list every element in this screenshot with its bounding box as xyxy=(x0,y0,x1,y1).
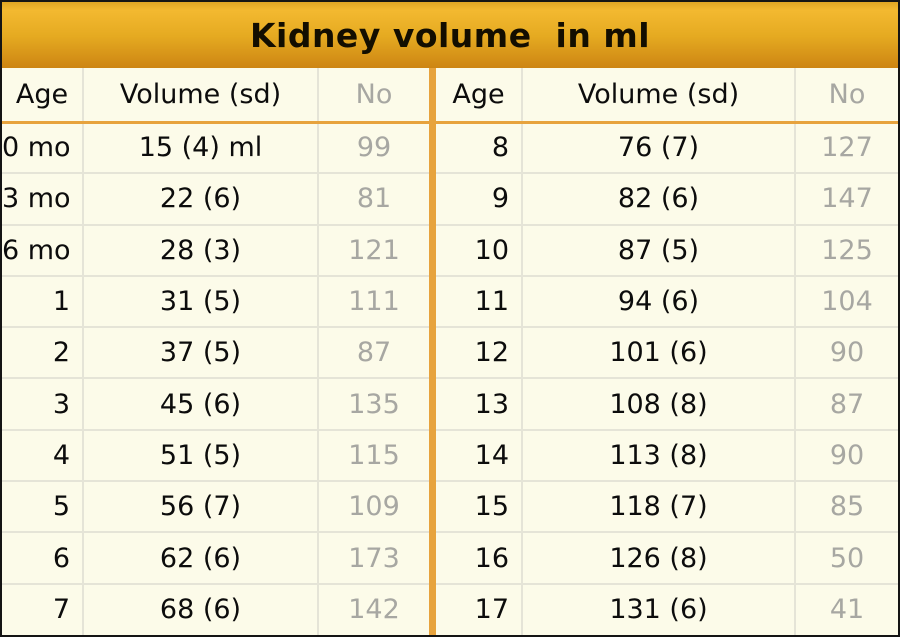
volume-cell: 56 (7) xyxy=(83,480,319,533)
age-cell: 8 xyxy=(436,122,523,174)
table-row: 14 113 (8) 90 xyxy=(436,428,898,482)
count-cell: 99 xyxy=(356,132,392,164)
count-cell: 90 xyxy=(795,326,898,379)
kidney-table-left: Age Volume (sd) No 0 mo 15 (4) ml 99 3 m… xyxy=(2,68,429,635)
volume-cell: 76 (7) xyxy=(522,122,796,174)
table-row: 15 118 (7) 85 xyxy=(436,480,898,533)
count-cell: 85 xyxy=(795,480,898,533)
table-row: 1 31 (5) 111 xyxy=(2,274,429,328)
table-row: 8 76 (7) 127 xyxy=(436,122,898,174)
count-cell: 121 xyxy=(318,223,429,276)
age-cell: 3 xyxy=(2,377,84,430)
age-cell: 5 xyxy=(2,480,84,533)
age-cell: 1 xyxy=(2,274,84,328)
volume-cell: 113 (8) xyxy=(522,428,796,482)
volume-cell: 62 (6) xyxy=(83,531,319,584)
header-row: Age Volume (sd) No xyxy=(2,68,429,124)
volume-cell: 131 (6) xyxy=(522,582,796,635)
count-cell: 127 xyxy=(821,132,873,164)
age-cell: 13 xyxy=(436,377,523,430)
count-cell: 81 xyxy=(318,172,429,225)
age-cell: 15 xyxy=(436,480,523,533)
count-cell: 87 xyxy=(318,326,429,379)
age-cell: 14 xyxy=(436,428,523,482)
header-row: Age Volume (sd) No xyxy=(436,68,898,124)
table-row: 3 45 (6) 135 xyxy=(2,377,429,430)
table-row: 2 37 (5) 87 xyxy=(2,326,429,379)
age-cell: 0 mo xyxy=(2,122,84,174)
volume-cell: 22 (6) xyxy=(83,172,319,225)
table-row: 5 56 (7) 109 xyxy=(2,480,429,533)
table-row: 13 108 (8) 87 xyxy=(436,377,898,430)
volume-cell: 94 (6) xyxy=(522,274,796,328)
table-row: 10 87 (5) 125 xyxy=(436,223,898,276)
center-divider xyxy=(429,68,436,635)
volume-cell: 31 (5) xyxy=(83,274,319,328)
age-cell: 10 xyxy=(436,223,523,276)
volume-cell: 118 (7) xyxy=(522,480,796,533)
age-cell: 16 xyxy=(436,531,523,584)
count-cell: 125 xyxy=(795,223,898,276)
age-cell: 17 xyxy=(436,582,523,635)
column-header-volume: Volume (sd) xyxy=(83,68,319,124)
table-row: 12 101 (6) 90 xyxy=(436,326,898,379)
count-cell: 90 xyxy=(795,428,898,482)
age-cell: 2 xyxy=(2,326,84,379)
volume-cell: 15 (4) ml xyxy=(83,122,319,174)
volume-cell: 51 (5) xyxy=(83,428,319,482)
volume-cell: 45 (6) xyxy=(83,377,319,430)
table-row: 7 68 (6) 142 xyxy=(2,582,429,635)
table-row: 4 51 (5) 115 xyxy=(2,428,429,482)
kidney-table-right: Age Volume (sd) No 8 76 (7) 127 9 82 (6)… xyxy=(436,68,898,635)
age-cell: 7 xyxy=(2,582,84,635)
age-cell: 6 mo xyxy=(2,223,84,276)
volume-cell: 37 (5) xyxy=(83,326,319,379)
count-cell: 87 xyxy=(795,377,898,430)
title-bar: Kidney volume in ml xyxy=(2,2,898,68)
table-body-area: Age Volume (sd) No 0 mo 15 (4) ml 99 3 m… xyxy=(2,68,898,635)
volume-cell: 82 (6) xyxy=(522,172,796,225)
table-row: 16 126 (8) 50 xyxy=(436,531,898,584)
volume-cell: 87 (5) xyxy=(522,223,796,276)
column-header-volume: Volume (sd) xyxy=(522,68,796,124)
volume-cell: 68 (6) xyxy=(83,582,319,635)
column-header-no: No xyxy=(795,68,898,124)
count-cell: 142 xyxy=(318,582,429,635)
count-cell: 173 xyxy=(318,531,429,584)
count-cell: 41 xyxy=(795,582,898,635)
count-cell: 147 xyxy=(795,172,898,225)
age-cell: 12 xyxy=(436,326,523,379)
age-cell: 11 xyxy=(436,274,523,328)
table-row: 6 mo 28 (3) 121 xyxy=(2,223,429,276)
column-header-age: Age xyxy=(2,68,84,124)
table-row: 6 62 (6) 173 xyxy=(2,531,429,584)
column-header-age: Age xyxy=(436,68,523,124)
age-cell: 6 xyxy=(2,531,84,584)
table-row: 3 mo 22 (6) 81 xyxy=(2,172,429,225)
column-header-no: No xyxy=(318,68,429,124)
count-cell: 109 xyxy=(318,480,429,533)
page-title: Kidney volume in ml xyxy=(249,15,651,55)
age-cell: 3 mo xyxy=(2,172,84,225)
volume-cell: 101 (6) xyxy=(522,326,796,379)
table-row: 11 94 (6) 104 xyxy=(436,274,898,328)
volume-cell: 126 (8) xyxy=(522,531,796,584)
volume-cell: 108 (8) xyxy=(522,377,796,430)
count-cell: 104 xyxy=(795,274,898,328)
volume-cell: 28 (3) xyxy=(83,223,319,276)
age-cell: 4 xyxy=(2,428,84,482)
count-cell: 135 xyxy=(318,377,429,430)
age-cell: 9 xyxy=(436,172,523,225)
table-row: 0 mo 15 (4) ml 99 xyxy=(2,122,429,174)
table-row: 17 131 (6) 41 xyxy=(436,582,898,635)
count-cell: 115 xyxy=(318,428,429,482)
table-row: 9 82 (6) 147 xyxy=(436,172,898,225)
count-cell: 111 xyxy=(318,274,429,328)
count-cell: 50 xyxy=(795,531,898,584)
